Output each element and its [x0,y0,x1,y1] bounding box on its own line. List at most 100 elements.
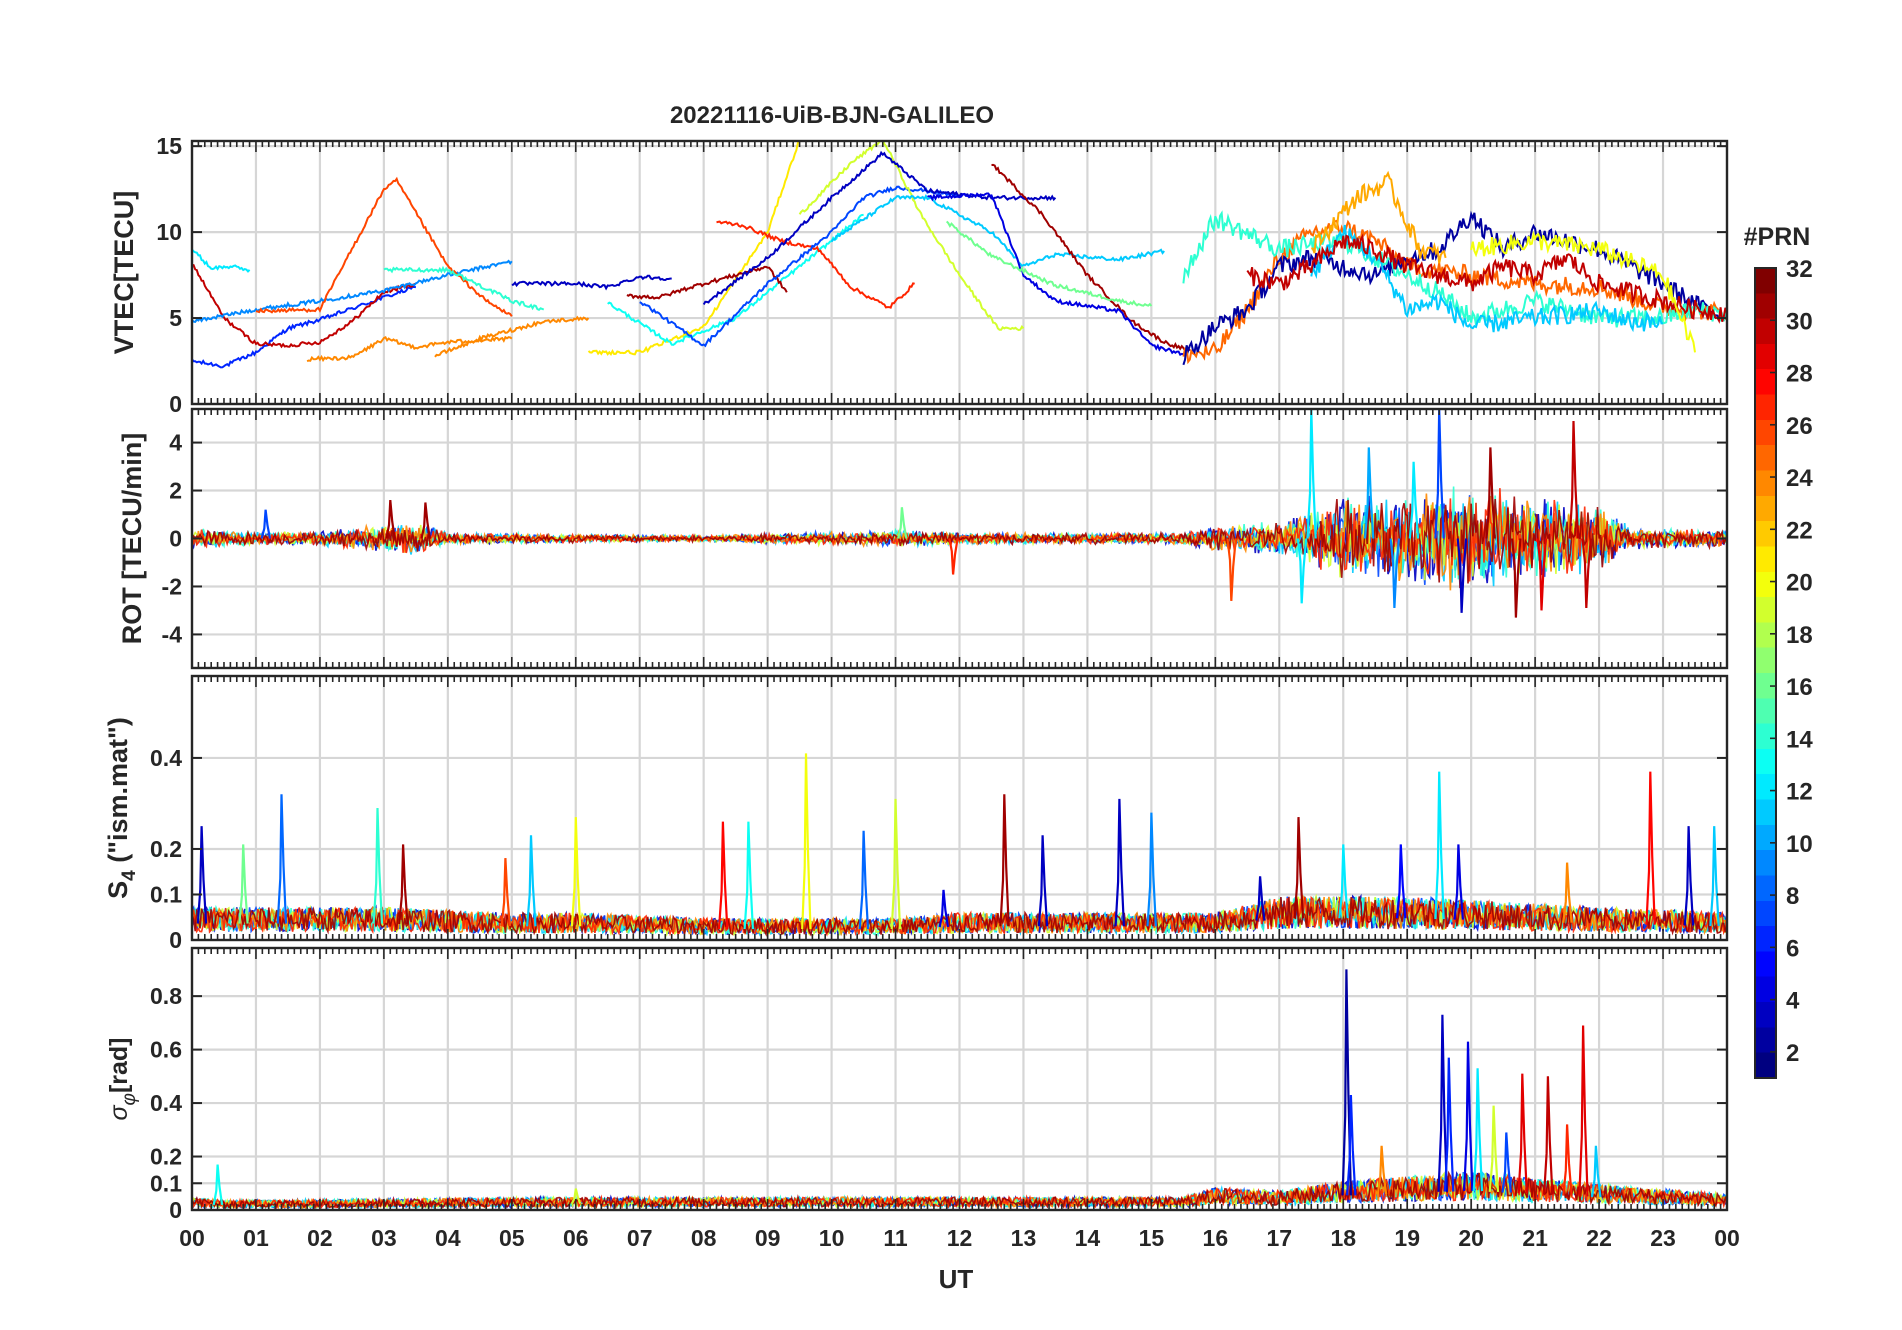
panel-s4: 0 0.1 0.2 0.4 S4 ("ism.mat") [103,674,1729,953]
vtec-series-line [927,192,1184,357]
y-axis-label: ROT [TECU/min] [117,433,147,644]
s4-spike [717,821,729,930]
sigma_phi-spike [1488,1105,1500,1192]
colorbar-tick-label: 22 [1786,517,1813,544]
y-tick-label: 0 [169,1197,182,1223]
y-tick-label: 0.4 [150,1090,182,1116]
colorbar-tick-label: 14 [1786,726,1813,753]
rot-spike [1296,538,1308,604]
colorbar-tick-label: 18 [1786,622,1813,649]
x-tick-label: 06 [563,1225,589,1251]
x-tick-label: 02 [307,1225,333,1251]
vtec-series-line [192,263,417,349]
rot-spike [1485,447,1496,539]
rot-spike [1456,538,1468,613]
vtec-series-line [1470,230,1696,353]
x-tick-label: 01 [243,1225,269,1251]
s4-spike [1395,844,1407,919]
rot-spike [1226,538,1237,601]
rot-spike [897,507,908,539]
colorbar-tick-label: 6 [1786,935,1799,962]
s4-spike [570,817,582,927]
y-tick-label: -2 [162,573,182,599]
sigma_phi-spike [1463,1041,1474,1191]
s4-spike [196,826,208,924]
colorbar-tick-label: 16 [1786,674,1813,701]
x-tick-label: 11 [883,1225,908,1251]
rot-spike [1306,409,1317,539]
sigma_phi-spike [1376,1145,1388,1195]
sigma_phi-spike [1437,1014,1448,1192]
sigma_phi-spike [570,1188,582,1205]
vtec-series-line [255,176,513,317]
s4-spike [1683,826,1695,926]
vtec-series-line [1311,170,1447,264]
y-label-rest: ("ism.mat") [103,717,133,870]
s4-spike [1114,798,1125,927]
y-tick-label: 0.8 [150,983,182,1009]
x-tick-label: 14 [1075,1225,1101,1251]
sigma_phi-spike [1501,1132,1512,1193]
vtec-series-line [991,163,1191,352]
sigma_phi-spike [1578,1025,1589,1197]
x-tick-label: 23 [1650,1225,1676,1251]
colorbar-tick-label: 30 [1786,308,1813,335]
y-label-main: σ [105,1105,133,1121]
y-axis-label: VTEC[TECU] [109,191,139,355]
y-tick-label: 0 [169,927,182,953]
y-tick-label: 0.4 [150,745,182,771]
colorbar-tick-label: 4 [1786,988,1800,1015]
vtec-series-line [1182,210,1727,366]
x-tick-label: 21 [1522,1225,1548,1251]
rot-noise-trace [192,496,1727,589]
colorbar-tick-label: 12 [1786,779,1813,806]
x-tick-label: 07 [627,1225,653,1251]
y-tick-label: 10 [156,219,182,245]
y-tick-label: 0 [169,526,182,552]
s4-spike [1709,826,1720,927]
y-label-main: S [103,881,133,899]
rot-spike [385,500,396,539]
y-tick-label: 0.1 [150,881,182,907]
s4-spike [1146,812,1157,927]
vtec-series-line [716,220,915,309]
colorbar-tick-label: 28 [1786,361,1813,388]
x-tick-label: 08 [691,1225,717,1251]
sigma_phi-spike [1443,1057,1455,1192]
s4-spike [1453,844,1464,920]
panel-rot: -4 -2 0 2 4 ROT [TECU/min] [117,407,1729,670]
vtec-series-line [626,265,788,300]
vtec-series-line [798,141,1025,332]
vtec-series-line [434,315,590,358]
s4-spike [398,844,409,925]
sigma_phi-spike [1590,1145,1602,1198]
y-tick-label: 5 [169,305,182,331]
rot-spike [948,538,959,575]
s4-spike [858,830,870,930]
y-label-sub: 4 [119,870,140,881]
vtec-series-line [945,220,1153,307]
vtec-series-line [1246,233,1727,324]
sigma_phi-spike [1543,1076,1554,1195]
vtec-series-line [830,193,1165,268]
s4-noise-trace [192,896,1727,937]
y-tick-label: 15 [156,133,182,159]
s4-spike [1338,844,1349,919]
y-tick-label: 0.2 [150,836,182,862]
y-tick-label: -4 [162,621,183,647]
s4-spike [801,753,812,930]
x-tick-label: 03 [371,1225,397,1251]
vtec-series-line [702,150,1057,306]
x-tick-label: 19 [1394,1225,1420,1251]
x-tick-label: 13 [1011,1225,1037,1251]
y-label-rest: [rad] [105,1037,133,1093]
y-tick-label: 4 [169,430,182,456]
sigma_phi-spike [1517,1073,1528,1194]
colorbar-tick-label: 24 [1786,465,1813,492]
x-tick-label: 15 [1139,1225,1165,1251]
s4-spike [743,821,754,930]
s4-spike [1037,835,1049,927]
x-tick-label: 16 [1203,1225,1229,1251]
